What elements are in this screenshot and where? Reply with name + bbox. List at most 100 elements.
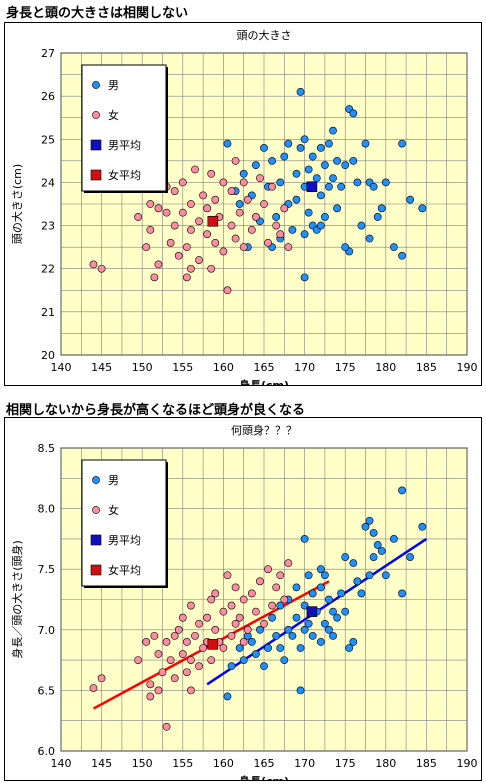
legend-label: 女 xyxy=(108,108,119,122)
x-tick-label: 165 xyxy=(254,361,275,374)
data-point xyxy=(276,571,285,580)
data-point xyxy=(296,644,305,652)
y-tick-label: 24 xyxy=(41,176,55,189)
data-point xyxy=(97,264,106,273)
data-point xyxy=(256,625,264,634)
data-point xyxy=(390,535,398,543)
chart-title: 何頭身？？？ xyxy=(231,423,297,437)
data-point xyxy=(264,644,272,652)
data-point xyxy=(365,234,374,243)
data-point xyxy=(284,625,293,634)
data-point xyxy=(329,126,337,135)
data-point xyxy=(207,656,216,664)
average-marker xyxy=(306,606,318,617)
data-point xyxy=(170,631,179,640)
data-point xyxy=(235,208,244,217)
x-tick-label: 180 xyxy=(375,361,396,374)
data-point xyxy=(207,169,216,178)
data-point xyxy=(187,264,195,273)
data-point xyxy=(268,182,277,191)
data-point xyxy=(308,152,317,161)
x-tick-label: 170 xyxy=(294,757,315,770)
data-point xyxy=(235,644,244,652)
y-axis-label: 身長／頭の大きさ(頭身) xyxy=(10,540,24,659)
data-point xyxy=(227,601,236,610)
data-point xyxy=(219,247,228,256)
data-point xyxy=(345,644,354,652)
data-point xyxy=(325,595,333,604)
y-tick-label: 23 xyxy=(41,220,55,233)
data-point xyxy=(146,680,155,689)
legend-label: 男平均 xyxy=(108,139,141,152)
x-tick-label: 175 xyxy=(335,361,356,374)
x-tick-label: 165 xyxy=(254,757,275,770)
data-point xyxy=(320,161,329,170)
data-point xyxy=(349,109,358,118)
data-point xyxy=(199,644,207,652)
data-point xyxy=(243,195,252,204)
data-point xyxy=(203,613,212,622)
data-point xyxy=(272,583,281,592)
x-tick-label: 160 xyxy=(213,757,234,770)
x-tick-label: 140 xyxy=(51,361,72,374)
legend-marker xyxy=(92,81,100,89)
data-point xyxy=(187,686,195,695)
data-point xyxy=(264,238,272,247)
legend-marker xyxy=(92,111,100,119)
data-point xyxy=(276,601,285,610)
data-point xyxy=(178,650,187,658)
legend-label: 女平均 xyxy=(108,563,141,577)
chart-panel-bottom: 何頭身？？？ 140 145 150 155 160 165 170 175 180 185 190 6… xyxy=(4,417,482,784)
data-point xyxy=(211,238,220,247)
data-point xyxy=(272,213,281,221)
data-point xyxy=(369,528,378,537)
legend-marker xyxy=(90,564,102,576)
x-tick-label: 145 xyxy=(91,361,112,374)
legend-label: 女 xyxy=(108,503,119,517)
data-point xyxy=(304,619,313,628)
legend-label: 女平均 xyxy=(108,168,141,182)
series-女 xyxy=(89,148,293,295)
data-point xyxy=(316,144,325,152)
x-tick-label: 185 xyxy=(416,757,437,770)
x-tick-label: 190 xyxy=(457,361,478,374)
data-point xyxy=(97,674,106,683)
data-point xyxy=(320,213,329,221)
y-tick-label: 20 xyxy=(41,349,55,362)
legend-label: 男 xyxy=(108,474,119,487)
data-point xyxy=(357,589,366,598)
data-point xyxy=(178,208,187,217)
legend-marker xyxy=(90,534,102,546)
data-point xyxy=(333,156,341,165)
data-point xyxy=(146,225,155,234)
chart-title: 頭の大きさ xyxy=(237,28,292,42)
series-女 xyxy=(89,559,293,731)
data-point xyxy=(284,559,293,568)
data-point xyxy=(251,161,260,170)
data-point xyxy=(304,165,313,174)
data-point xyxy=(325,139,333,148)
data-point xyxy=(349,638,358,646)
data-point xyxy=(296,144,305,152)
data-point xyxy=(154,686,163,695)
data-point xyxy=(239,178,248,187)
data-point xyxy=(280,595,289,604)
data-point xyxy=(154,650,163,658)
data-point xyxy=(349,156,358,165)
data-point xyxy=(377,547,386,555)
legend-marker xyxy=(92,476,100,484)
data-point xyxy=(256,174,264,183)
data-point xyxy=(89,260,98,269)
data-point xyxy=(316,583,325,592)
data-point xyxy=(239,656,248,664)
data-point xyxy=(170,221,179,230)
x-tick-label: 150 xyxy=(132,757,153,770)
series-男 xyxy=(223,87,427,282)
data-point xyxy=(195,217,203,226)
bottom-heading: 相関しないから身長が高くなるほど頭身が良くなる xyxy=(6,403,306,418)
data-point xyxy=(365,571,374,580)
data-point xyxy=(203,230,212,239)
data-point xyxy=(219,607,228,616)
data-point xyxy=(231,583,240,592)
data-point xyxy=(223,139,232,148)
